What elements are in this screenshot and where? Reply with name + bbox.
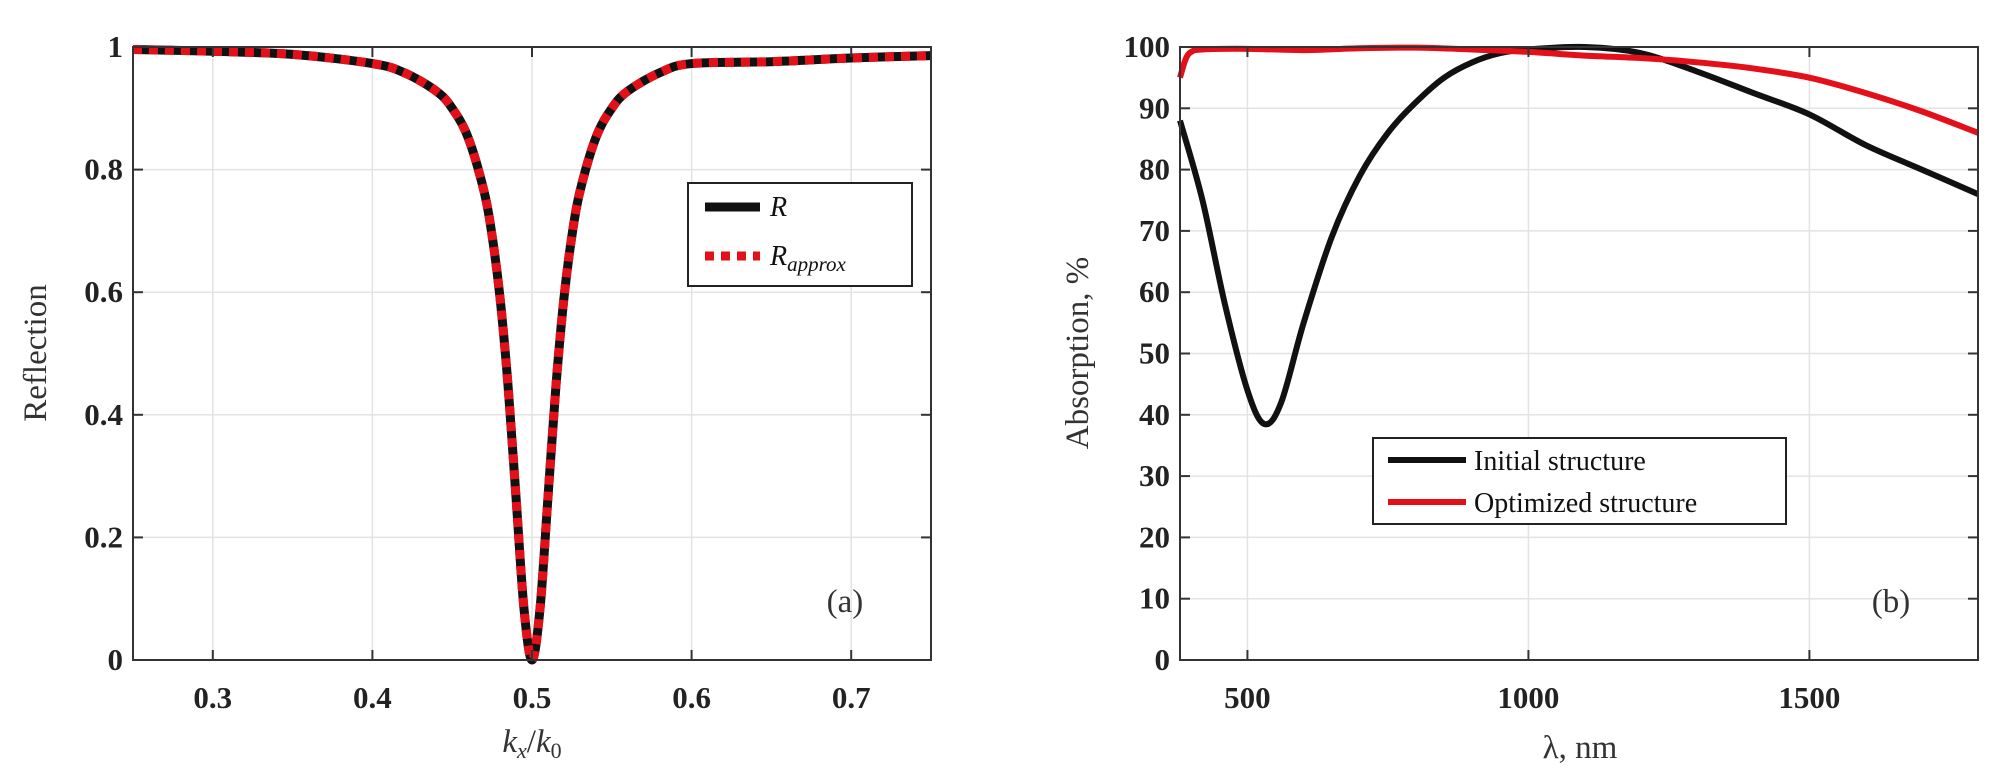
absorption-chart: 500 1000 1500 0 10 20 30 40 50 60 70 80 90 100 Absorp… [1060, 29, 1980, 766]
y-tick-label: 1 [108, 29, 124, 64]
legend-label-r: R [769, 192, 787, 223]
y-tick-label: 50 [1139, 336, 1170, 371]
y-tick-label: 20 [1139, 519, 1170, 554]
y-tick-label: 0.4 [84, 397, 123, 432]
y-tick-label: 60 [1139, 274, 1170, 309]
panel-label-b: (b) [1872, 584, 1910, 620]
legend-box-a [687, 182, 913, 287]
x-axis-label-b: λ, nm [1543, 730, 1618, 766]
y-tick-label: 0.8 [84, 152, 123, 187]
y-tick-label: 0.2 [84, 519, 123, 554]
legend-label-optimized: Optimized structure [1474, 488, 1697, 519]
x-axis-label-a: kx/k0 [502, 724, 561, 763]
legend-label-rapprox: Rapprox [769, 241, 847, 276]
y-tick-label: 100 [1124, 29, 1171, 64]
y-tick-label: 70 [1139, 213, 1170, 248]
series-line-initial-structure [1177, 43, 1980, 428]
legend-a: R Rapprox [687, 182, 913, 287]
x-tick-label: 0.7 [832, 680, 871, 715]
legend-b: Initial structure Optimized structure [1372, 437, 1787, 525]
y-axis-label-b: Absorption, % [1060, 257, 1096, 450]
y-tick-label: 0 [1155, 642, 1171, 677]
legend-label-initial: Initial structure [1474, 446, 1646, 477]
x-tick-label: 0.3 [193, 680, 232, 715]
y-axis-label-a: Reflection [18, 284, 54, 421]
y-tick-label: 0.6 [84, 274, 123, 309]
x-tick-label: 0.5 [513, 680, 552, 715]
ticks-a: 0.3 0.4 0.5 0.6 0.7 0 0.2 0.4 0.6 0.8 1 [84, 29, 931, 715]
reflection-chart: 0.3 0.4 0.5 0.6 0.7 0 0.2 0.4 0.6 0.8 1 Reflection… [18, 29, 932, 763]
y-tick-label: 90 [1139, 90, 1170, 125]
y-tick-label: 10 [1139, 581, 1170, 616]
ticks-b: 500 1000 1500 0 10 20 30 40 50 60 70 80 90 100 [1124, 29, 1978, 715]
series-line-optimized-structure [1177, 44, 1980, 136]
y-tick-label: 30 [1139, 458, 1170, 493]
grid-a [133, 47, 931, 660]
x-tick-label: 0.4 [353, 680, 392, 715]
y-tick-label: 80 [1139, 152, 1170, 187]
y-tick-label: 40 [1139, 397, 1170, 432]
lines-b [1177, 43, 1980, 428]
panel-label-a: (a) [827, 584, 864, 620]
x-tick-label: 500 [1224, 680, 1271, 715]
legend-box-b [1372, 437, 1787, 525]
y-tick-label: 0 [108, 642, 124, 677]
x-tick-label: 1000 [1497, 680, 1559, 715]
x-tick-label: 0.6 [672, 680, 711, 715]
x-tick-label: 1500 [1778, 680, 1840, 715]
